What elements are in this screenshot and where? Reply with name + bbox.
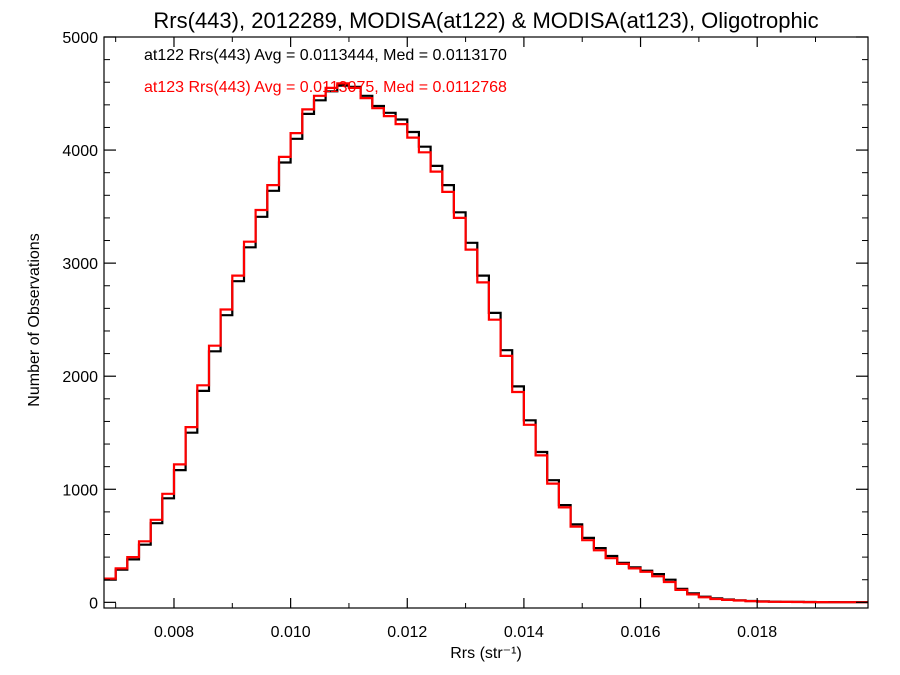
y-tick-label-4000: 4000 [62,143,98,160]
y-tick-label-0: 0 [89,595,98,612]
series-line-0 [104,84,868,604]
y-tick-label-3000: 3000 [62,256,98,273]
x-axis-label: Rrs (str⁻¹) [450,645,522,662]
plot-area [103,36,869,609]
y-tick-label-1000: 1000 [62,482,98,499]
x-tick-label-0.016: 0.016 [621,624,661,641]
annotation-at123-stats: at123 Rrs(443) Avg = 0.0113075, Med = 0.… [144,79,507,96]
axis-ticks [104,36,868,608]
chart-title: Rrs(443), 2012289, MODISA(at122) & MODIS… [153,8,818,33]
x-tick-label-0.008: 0.008 [154,624,194,641]
x-tick-label-0.010: 0.010 [271,624,311,641]
x-tick-label-0.018: 0.018 [737,624,777,641]
x-tick-label-0.012: 0.012 [387,624,427,641]
y-tick-label-5000: 5000 [62,30,98,47]
y-axis-label: Number of Observations [26,233,43,406]
plot-frame [103,36,869,609]
y-tick-label-2000: 2000 [62,369,98,386]
annotation-at122-stats: at122 Rrs(443) Avg = 0.0113444, Med = 0.… [144,47,507,64]
series-line-1 [104,82,868,604]
x-tick-label-0.014: 0.014 [504,624,544,641]
